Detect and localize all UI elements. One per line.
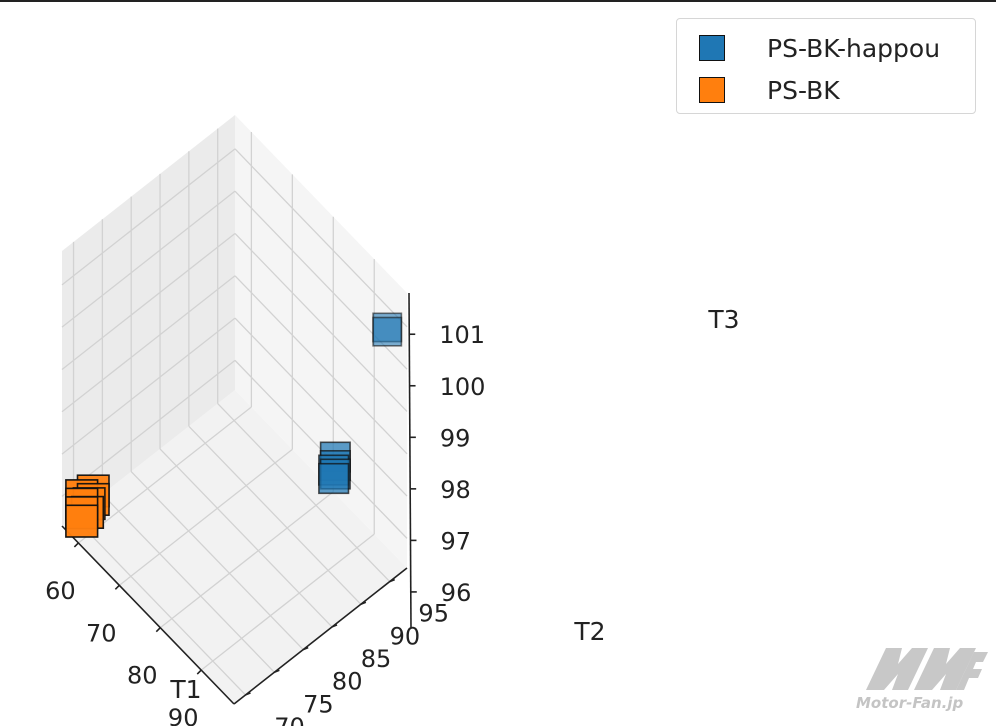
grid-line [200,533,375,671]
data-point [372,316,403,347]
z-tick-label: 98 [440,476,471,504]
grid-line [61,359,236,497]
floor-pane [62,390,407,704]
grid-line [130,471,304,651]
watermark: Motor-Fan.jp [852,644,992,722]
grid-line [61,190,236,328]
y-tick-label: 75 [303,690,334,718]
x-axis-label: T1 [169,675,201,704]
y-tick-label: 85 [361,645,392,673]
data-point [65,504,99,538]
axis-panes [62,115,407,704]
z-tick-label: 99 [440,424,471,452]
y-tick-label: 70 [274,713,305,726]
mf-logo-icon [866,648,988,690]
y-tick-label: 80 [332,668,363,696]
y-tick-label: 90 [390,622,421,650]
axis-lines [61,292,412,705]
x-tick-mark [73,542,79,548]
grid-line [217,403,391,583]
x-tick-mark [155,627,161,633]
x-tick-mark [114,584,120,590]
grid-line [234,275,408,455]
legend-swatch-square-icon [699,77,725,103]
grid-line [159,491,334,629]
y-tick-mark [389,578,395,583]
z-axis-line [408,292,412,629]
data-points [65,312,403,538]
legend-swatch-square-icon [699,35,725,61]
grid-line [159,448,333,628]
grid-line [77,406,252,544]
grid-line [61,317,236,455]
grid-line [234,317,408,497]
x-tick-label: 70 [86,619,117,647]
y-tick-mark [360,601,367,606]
x-tick-label: 60 [45,577,76,605]
y-tick-mark [245,692,251,696]
y-tick-mark [274,669,280,674]
x-tick-mark [196,669,202,675]
legend-label: PS-BK-happou [767,33,941,63]
legend-item: PS-BK-happou [699,31,940,65]
grid-line [234,233,408,412]
x-tick-label: 80 [127,662,158,690]
y-axis-line [233,567,408,705]
y-axis-label: T2 [573,617,605,646]
legend: PS-BK-happou PS-BK [676,18,976,114]
tick-labels: 6070809070758085909596979899100101 [45,321,485,726]
legend-item: PS-BK [699,73,840,107]
grid-line [61,275,236,413]
z-tick-label: 100 [440,373,486,401]
x-tick-label: 90 [168,704,199,726]
grid-line [234,148,408,328]
grid-lines [61,128,408,696]
z-tick-label: 97 [441,527,472,555]
grid-line [118,448,293,586]
y-tick-mark [331,624,338,628]
grid-line [61,232,236,370]
grid-line [101,493,275,673]
x-axis-line [61,525,235,705]
z-tick-label: 101 [439,321,485,349]
z-axis-label: T3 [707,305,739,334]
axis-labels: T1 T2 T3 [169,305,739,704]
left-wall-pane [62,115,235,526]
grid-line [73,516,247,696]
y-tick-mark [302,646,309,651]
grid-line [188,425,362,605]
grid-line [61,148,236,286]
y-tick-label: 95 [418,600,449,628]
watermark-text: Motor-Fan.jp [856,694,964,712]
z-tick-label: 96 [441,579,472,607]
legend-label: PS-BK [767,75,840,105]
data-point [318,462,350,495]
back-wall-pane [235,115,407,568]
